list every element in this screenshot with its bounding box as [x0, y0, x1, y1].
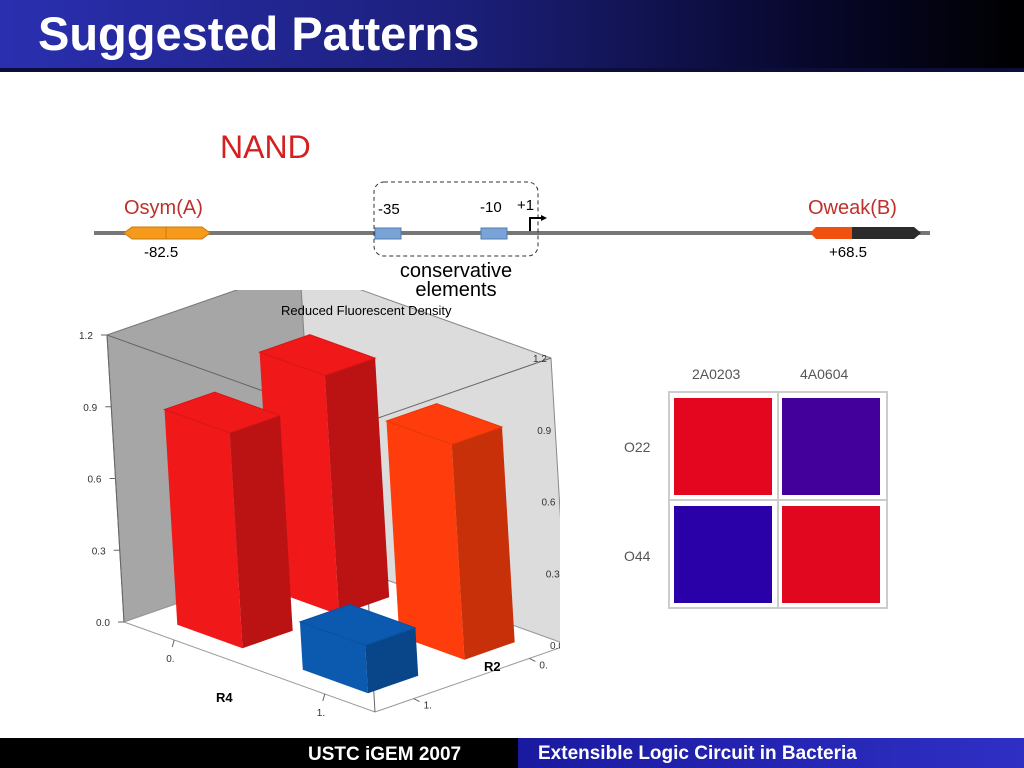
y-tick: 0. — [539, 660, 547, 671]
z-tick-left: 0.9 — [83, 403, 97, 414]
chart-bars — [162, 334, 515, 694]
heatmap-row-2: O44 — [624, 548, 651, 564]
bar-side-face — [324, 358, 390, 615]
bar-top-face — [298, 603, 417, 646]
chart-title: Reduced Fluorescent Density — [281, 303, 452, 318]
z-tick-left: 0.6 — [88, 475, 102, 486]
bar-chart-3d: 0.0 0.3 0.6 0.9 1.2 0.0 0.3 0.6 0.9 1.2 0. 1. 0. 1. R… — [79, 290, 560, 719]
y-axis-label: R2 — [484, 659, 501, 674]
heatmap-col-2: 4A0604 — [800, 366, 848, 382]
bar-R4-0-R2-0 — [162, 391, 293, 649]
x-tick: 1. — [317, 708, 325, 719]
bar-R4-1-R2-1 — [384, 403, 515, 660]
bar-top-face — [162, 391, 282, 434]
conservative-label-line1: conservative — [400, 260, 512, 282]
slide-title: Suggested Patterns — [38, 7, 480, 60]
operator-a-block — [123, 226, 211, 240]
operator-b-block — [810, 227, 852, 239]
operator-b-position: +68.5 — [829, 244, 867, 261]
chart-ticks: 0.0 0.3 0.6 0.9 1.2 0.0 0.3 0.6 0.9 1.2 0. 1. 0. 1. — [79, 331, 560, 719]
bar-side-face — [229, 415, 293, 649]
promoter-diagram: NAND Osym(A) -82.5 -35 -10 +1 conservati… — [94, 129, 930, 301]
conservative-region-box — [373, 181, 539, 257]
tss-arrow-icon — [529, 217, 541, 231]
z-tick-left: 1.2 — [79, 331, 93, 342]
heatmap-cell-0-1 — [782, 398, 880, 495]
x-axis-label: R4 — [216, 690, 233, 705]
z-tick-right: 0.6 — [542, 498, 556, 509]
bar-top-face — [258, 334, 377, 377]
x-tick: 0. — [166, 654, 174, 665]
bar-front-face — [164, 409, 243, 649]
minus35-label: -35 — [378, 201, 400, 218]
z-tick-left: 0.3 — [92, 546, 106, 557]
heatmap: 2A0203 4A0604 O22 O44 — [624, 366, 888, 609]
footer-right-text: Extensible Logic Circuit in Bacteria — [538, 743, 857, 764]
bar-side-face — [365, 627, 419, 694]
operator-a-label: Osym(A) — [124, 197, 203, 219]
operator-b-label: Oweak(B) — [808, 197, 897, 219]
heatmap-row-1: O22 — [624, 439, 651, 455]
title-bar — [0, 0, 1024, 72]
z-tick-right: 0.0 — [550, 641, 560, 652]
minus35-box — [374, 227, 402, 240]
plus1-label: +1 — [517, 197, 534, 214]
heatmap-cell-0-0 — [674, 398, 772, 495]
bar-front-face — [299, 621, 368, 694]
y-tick: 1. — [424, 701, 432, 712]
bar-top-face — [384, 403, 504, 445]
footer-right-panel — [518, 738, 1024, 768]
operator-a-position: -82.5 — [144, 244, 178, 261]
bar-R4-1-R2-0 — [298, 603, 419, 694]
conservative-label-line2: elements — [415, 279, 496, 301]
bar-side-face — [451, 427, 515, 660]
heatmap-cell-1-0 — [674, 506, 772, 603]
z-tick-right: 0.9 — [537, 426, 551, 437]
minus10-box — [480, 227, 508, 240]
z-tick-right: 0.3 — [546, 569, 560, 580]
z-tick-left: 0.0 — [96, 618, 110, 629]
z-tick-right: 1.2 — [533, 354, 547, 365]
heatmap-col-1: 2A0203 — [692, 366, 740, 382]
minus10-label: -10 — [480, 199, 502, 216]
footer-left-text: USTC iGEM 2007 — [308, 744, 462, 765]
gate-label: NAND — [220, 129, 311, 165]
heatmap-cell-1-1 — [782, 506, 880, 603]
bar-front-face — [386, 421, 465, 660]
